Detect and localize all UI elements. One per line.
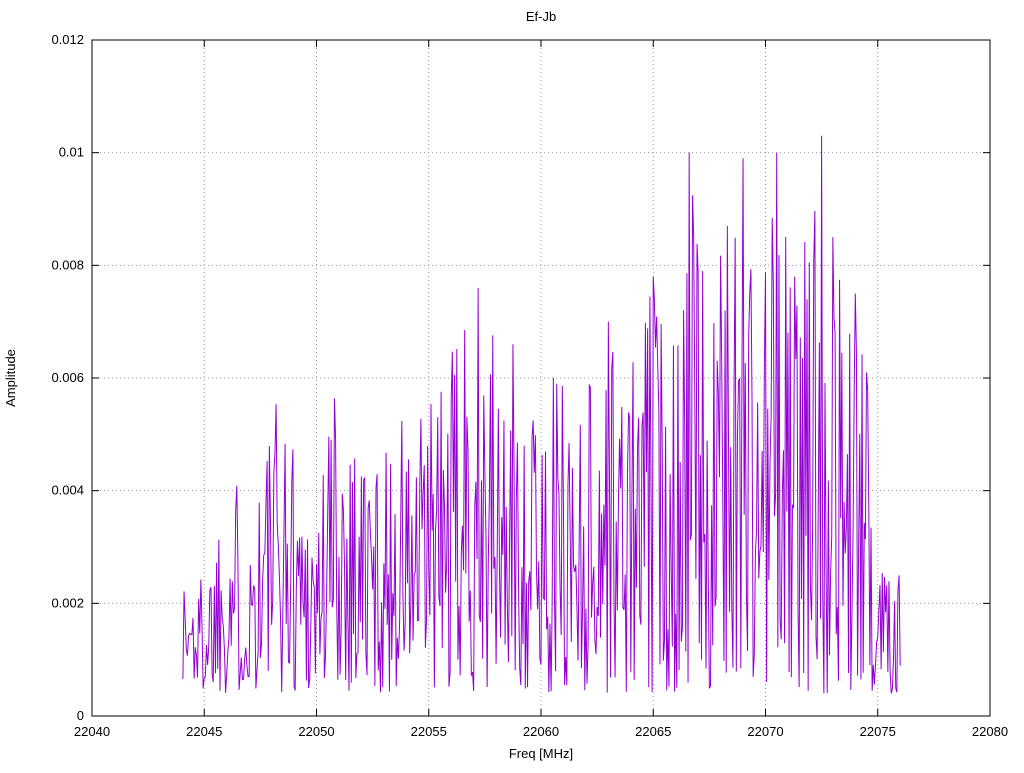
x-axis-label: Freq [MHz] xyxy=(509,746,573,761)
x-tick-label: 22060 xyxy=(523,724,559,739)
label-layer: 22040 22045 22050 22055 22060 22065 22070 22075… xyxy=(51,32,1008,739)
tick-layer xyxy=(91,39,991,717)
x-tick-label: 22040 xyxy=(74,724,110,739)
chart-title: Ef-Jb xyxy=(526,9,556,24)
y-tick-label: 0.004 xyxy=(51,483,84,498)
y-tick-label: 0.006 xyxy=(51,370,84,385)
x-tick-label: 22070 xyxy=(747,724,783,739)
x-tick-label: 22045 xyxy=(186,724,222,739)
x-tick-label: 22055 xyxy=(411,724,447,739)
x-tick-label: 22080 xyxy=(972,724,1008,739)
y-tick-label: 0.008 xyxy=(51,257,84,272)
x-tick-label: 22050 xyxy=(298,724,334,739)
x-tick-label: 22075 xyxy=(860,724,896,739)
x-tick-label: 22065 xyxy=(635,724,671,739)
y-tick-label: 0 xyxy=(77,708,84,723)
y-tick-label: 0.002 xyxy=(51,595,84,610)
y-tick-label: 0.01 xyxy=(59,145,84,160)
series-layer xyxy=(181,135,901,694)
data-series xyxy=(181,135,901,694)
y-tick-label: 0.012 xyxy=(51,32,84,47)
y-axis-label: Amplitude xyxy=(3,349,18,407)
